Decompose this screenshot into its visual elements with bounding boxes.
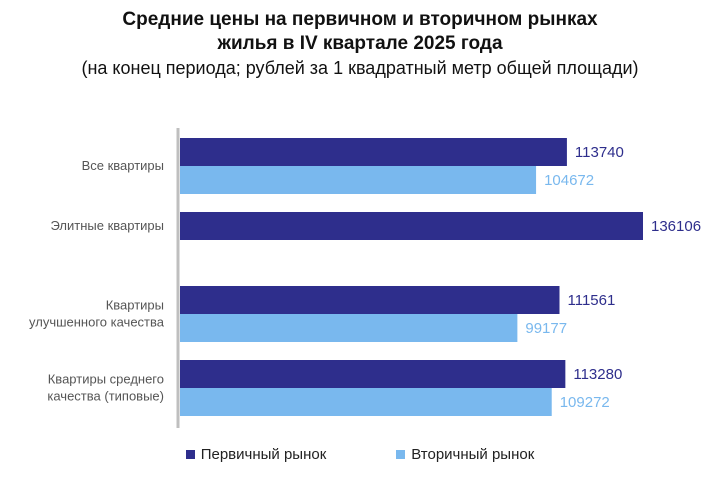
bar-secondary-standard [180,388,552,416]
category-label-elite: Элитные квартиры [51,218,165,233]
category-label-standard-line-1: Квартиры среднего [48,372,164,387]
category-label-improved-line-2: улучшенного качества [29,315,165,330]
bar-secondary-improved [180,314,518,342]
value-label-primary-all: 113740 [575,144,624,161]
legend-swatch-secondary [396,450,406,459]
chart-title-line-1: Средние цены на первичном и вторичном ры… [122,9,598,30]
legend-swatch-primary [185,450,195,459]
bar-chart: Все квартиры 113740 104672 Элитные квартиры… [29,128,701,428]
bar-primary-all [180,138,567,166]
legend-label-secondary: Вторичный рынок [411,446,535,463]
bar-primary-standard [180,360,566,388]
chart-title-line-2: жилья в IV квартале 2025 года [217,33,503,54]
category-label-standard-line-2: качества (типовые) [47,389,164,404]
legend: Первичный рынок Вторичный рынок [0,446,720,463]
legend-item-primary: Первичный рынок [185,446,327,463]
value-label-secondary-improved: 99177 [525,320,567,337]
bar-primary-elite [180,212,643,240]
legend-label-primary: Первичный рынок [200,446,327,463]
chart-title-block: Средние цены на первичном и вторичном ры… [0,8,720,80]
category-label-all: Все квартиры [82,158,164,173]
bar-secondary-all [180,166,537,194]
value-label-secondary-standard: 109272 [560,394,610,411]
value-label-primary-elite: 136106 [651,218,701,235]
bar-primary-improved [180,286,560,314]
value-label-primary-improved: 111561 [568,292,616,309]
chart-subtitle: (на конец периода; рублей за 1 квадратны… [81,58,639,78]
legend-item-secondary: Вторичный рынок [396,446,534,463]
value-label-primary-standard: 113280 [573,366,622,383]
value-label-secondary-all: 104672 [544,172,594,189]
category-label-improved-line-1: Квартиры [106,298,164,313]
